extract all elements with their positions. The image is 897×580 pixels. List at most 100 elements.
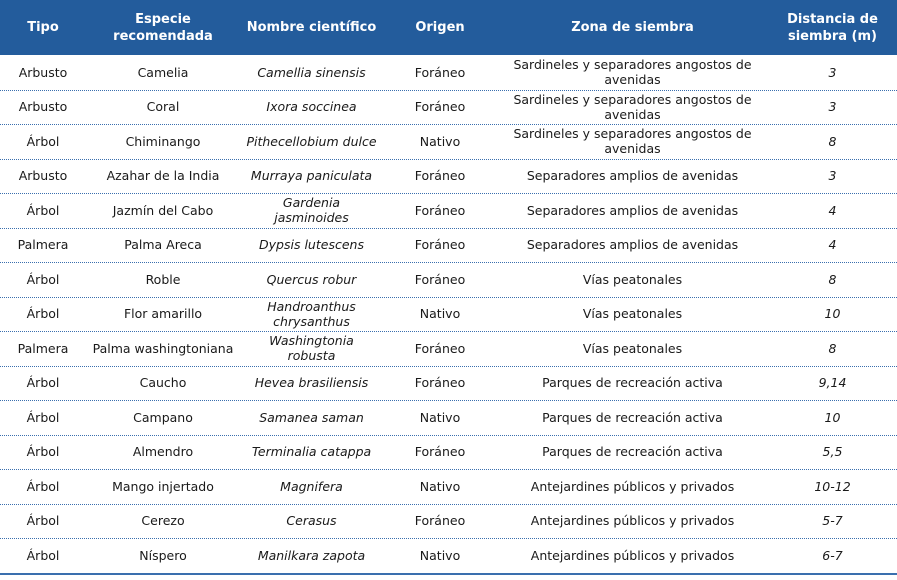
nombre-cientifico-cell: Gardenia jasminoides [274,195,349,226]
nombre-cientifico-cell: Manilkara zapota [257,547,366,563]
especie-cell: Azahar de la India [106,168,220,184]
origen-cell: Foráneo [414,444,466,460]
zona-cell: Parques de recreación activa [542,375,723,391]
origen-cell: Nativo [419,409,461,425]
especie-cell: Cerezo [141,513,185,529]
row-separator [0,89,897,91]
origen-cell: Foráneo [414,202,466,218]
header-distancia: Distancia de siembra (m) [787,11,878,44]
distancia-cell: 8 [828,340,837,356]
tipo-cell: Arbusto [18,64,68,80]
nombre-cientifico-cell: Handroanthus chrysanthus [267,298,356,329]
tipo-cell: Árbol [26,444,60,460]
row-separator [0,227,897,229]
origen-cell: Foráneo [414,64,466,80]
header-tipo: Tipo [27,20,59,35]
nombre-cientifico-cell: Camellia sinensis [257,64,366,80]
nombre-cientifico-cell: Cerasus [286,513,337,529]
tipo-cell: Arbusto [18,99,68,115]
origen-cell: Foráneo [414,375,466,391]
especie-cell: Roble [145,271,181,287]
distancia-cell: 3 [828,168,837,184]
nombre-cientifico-cell: Samanea saman [259,409,364,425]
especie-cell: Caucho [139,375,187,391]
zona-cell: Vías peatonales [582,340,683,356]
nombre-cientifico-cell: Dypsis lutescens [259,237,364,253]
header-nombre-cientifico: Nombre científico [246,20,377,35]
row-separator [0,158,897,160]
distancia-cell: 5-7 [822,513,843,529]
zona-cell: Sardineles y separadores angostos de ave… [513,57,752,88]
zona-cell: Parques de recreación activa [542,444,723,460]
origen-cell: Foráneo [414,168,466,184]
nombre-cientifico-cell: Pithecellobium dulce [246,133,377,149]
distancia-cell: 6-7 [822,547,843,563]
tipo-cell: Árbol [26,547,60,563]
distancia-cell: 9,14 [818,375,847,391]
header-origen: Origen [415,20,465,35]
nombre-cientifico-cell: Hevea brasiliensis [254,375,369,391]
tipo-cell: Árbol [26,202,60,218]
tipo-cell: Árbol [26,306,60,322]
especie-cell: Mango injertado [112,478,214,494]
tipo-cell: Árbol [26,409,60,425]
especie-cell: Chiminango [125,133,201,149]
tipo-cell: Árbol [26,478,60,494]
row-separator [0,296,897,298]
zona-cell: Separadores amplios de avenidas [526,237,739,253]
zona-cell: Antejardines públicos y privados [530,513,735,529]
distancia-cell: 3 [828,99,837,115]
especie-cell: Almendro [132,444,194,460]
origen-cell: Nativo [419,547,461,563]
especie-cell: Palma Areca [124,237,202,253]
row-separator [0,538,897,539]
zona-cell: Vías peatonales [582,271,683,287]
especie-cell: Flor amarillo [123,306,203,322]
zona-cell: Antejardines públicos y privados [530,478,735,494]
distancia-cell: 10 [824,306,841,322]
zona-cell: Separadores amplios de avenidas [526,202,739,218]
row-separator [0,503,897,505]
origen-cell: Foráneo [414,99,466,115]
zona-cell: Sardineles y separadores angostos de ave… [513,126,752,157]
nombre-cientifico-cell: Washingtonia robusta [269,333,354,364]
distancia-cell: 8 [828,271,837,287]
nombre-cientifico-cell: Ixora soccinea [266,99,357,115]
row-separator [0,400,897,401]
nombre-cientifico-cell: Terminalia catappa [251,444,372,460]
row-separator [0,124,897,125]
tipo-cell: Árbol [26,271,60,287]
especie-cell: Coral [146,99,180,115]
distancia-cell: 4 [828,237,837,253]
especie-cell: Palma washingtoniana [92,340,234,356]
especie-cell: Jazmín del Cabo [112,202,214,218]
row-separator [0,193,897,194]
header-especie: Especie recomendada [113,11,213,44]
row-separator [0,331,897,332]
tipo-cell: Arbusto [18,168,68,184]
header-band [0,0,897,55]
origen-cell: Nativo [419,133,461,149]
distancia-cell: 10 [824,409,841,425]
tipo-cell: Árbol [26,133,60,149]
distancia-cell: 8 [828,133,837,149]
distancia-cell: 10-12 [814,478,851,494]
tipo-cell: Árbol [26,513,60,529]
tipo-cell: Árbol [26,375,60,391]
origen-cell: Nativo [419,306,461,322]
especie-cell: Camelia [137,64,189,80]
nombre-cientifico-cell: Magnifera [280,478,343,494]
origen-cell: Foráneo [414,271,466,287]
row-separator [0,572,897,575]
distancia-cell: 5,5 [822,444,843,460]
especie-cell: Campano [133,409,193,425]
row-separator [0,365,897,367]
distancia-cell: 4 [828,202,837,218]
origen-cell: Foráneo [414,237,466,253]
tipo-cell: Palmera [17,237,69,253]
origen-cell: Foráneo [414,340,466,356]
origen-cell: Foráneo [414,513,466,529]
tipo-cell: Palmera [17,340,69,356]
zona-cell: Separadores amplios de avenidas [526,168,739,184]
